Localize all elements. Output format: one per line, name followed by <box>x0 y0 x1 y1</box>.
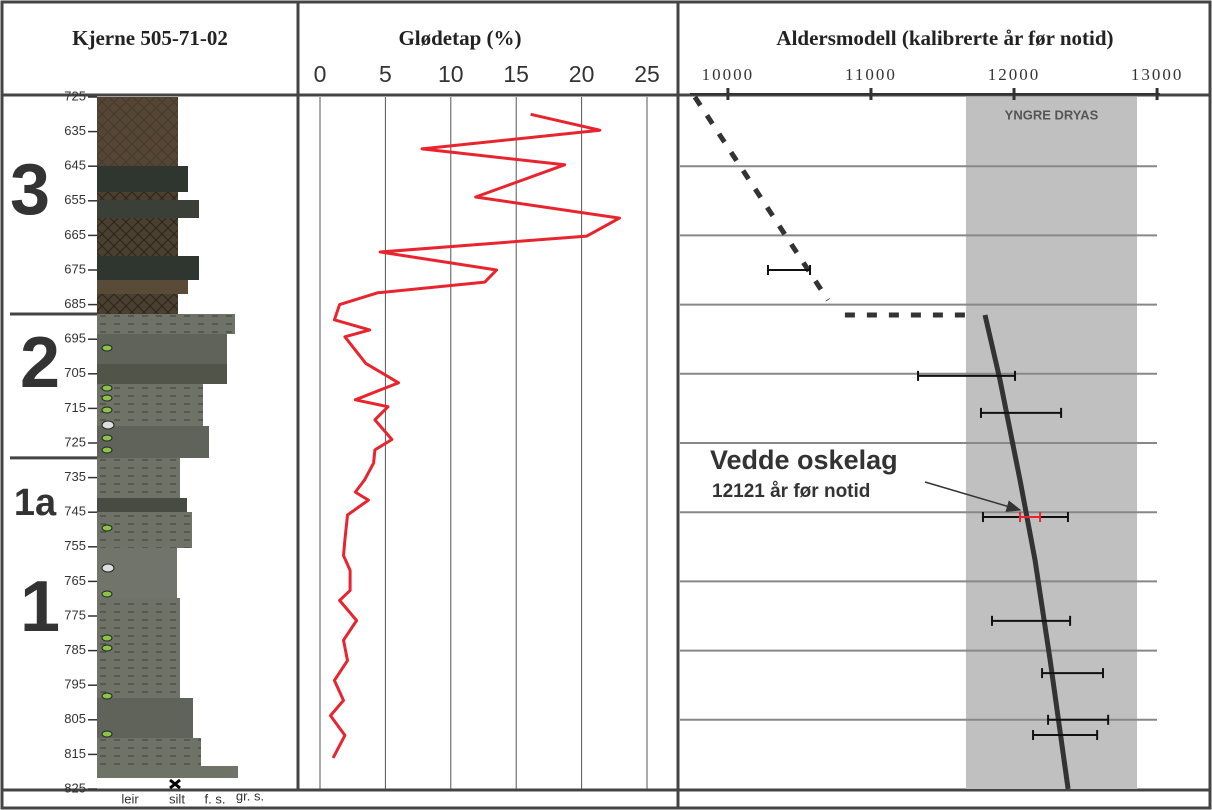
unit-label: 1 <box>20 567 60 647</box>
panel-title: Aldersmodell (kalibrerte år før notid) <box>776 26 1113 50</box>
y-tick-label: 645 <box>64 158 86 173</box>
grain-size-label: f. s. <box>205 791 226 806</box>
lithology-column <box>97 97 238 788</box>
y-tick-label: 735 <box>64 469 86 484</box>
y-tick-label: 825 <box>64 780 86 795</box>
loi-line <box>331 114 620 758</box>
grain-size-label: silt <box>169 791 185 806</box>
y-tick-label: 755 <box>64 538 86 553</box>
unit-label: 2 <box>20 323 60 403</box>
x-tick-label: 15 <box>503 61 529 87</box>
band-label: YNGRE DRYAS <box>1005 107 1099 122</box>
y-tick-label: 745 <box>64 504 86 519</box>
figure: Kjerne 505-71-02 Glødetap (%) Aldersmode… <box>0 0 1212 810</box>
y-tick-label: 715 <box>64 400 86 415</box>
y-tick-label: 805 <box>64 711 86 726</box>
y-tick-label: 765 <box>64 573 86 588</box>
y-tick-label: 815 <box>64 746 86 761</box>
y-tick-label: 725 <box>64 88 86 103</box>
unit-label: 3 <box>10 150 50 230</box>
x-tick-label: 11000 <box>845 65 897 84</box>
unit-label: 1a <box>14 482 57 524</box>
annotation-sub: 12121 år før notid <box>712 481 870 502</box>
panel-title: Glødetap (%) <box>398 26 521 50</box>
y-tick-label: 665 <box>64 227 86 242</box>
grain-size-label: leir <box>121 791 139 806</box>
x-tick-label: 5 <box>379 61 392 87</box>
grain-size-label: gr. s. <box>236 788 264 803</box>
y-tick-label: 725 <box>64 434 86 449</box>
y-tick-label: 705 <box>64 365 86 380</box>
y-tick-label: 685 <box>64 296 86 311</box>
y-tick-label: 635 <box>64 123 86 138</box>
panel-title: Kjerne 505-71-02 <box>72 26 228 50</box>
annotation: Vedde oskelag <box>710 445 898 475</box>
y-tick-label: 795 <box>64 677 86 692</box>
y-tick-label: 785 <box>64 642 86 657</box>
y-tick-label: 775 <box>64 607 86 622</box>
x-tick-label: 25 <box>634 61 660 87</box>
x-tick-label: 0 <box>314 61 327 87</box>
x-tick-label: 12000 <box>988 65 1041 84</box>
x-tick-label: 10000 <box>702 65 755 84</box>
x-tick-label: 13000 <box>1131 65 1184 84</box>
x-tick-label: 10 <box>438 61 464 87</box>
x-tick-label: 20 <box>569 61 595 87</box>
y-tick-label: 695 <box>64 331 86 346</box>
y-tick-label: 675 <box>64 261 86 276</box>
y-tick-label: 655 <box>64 192 86 207</box>
